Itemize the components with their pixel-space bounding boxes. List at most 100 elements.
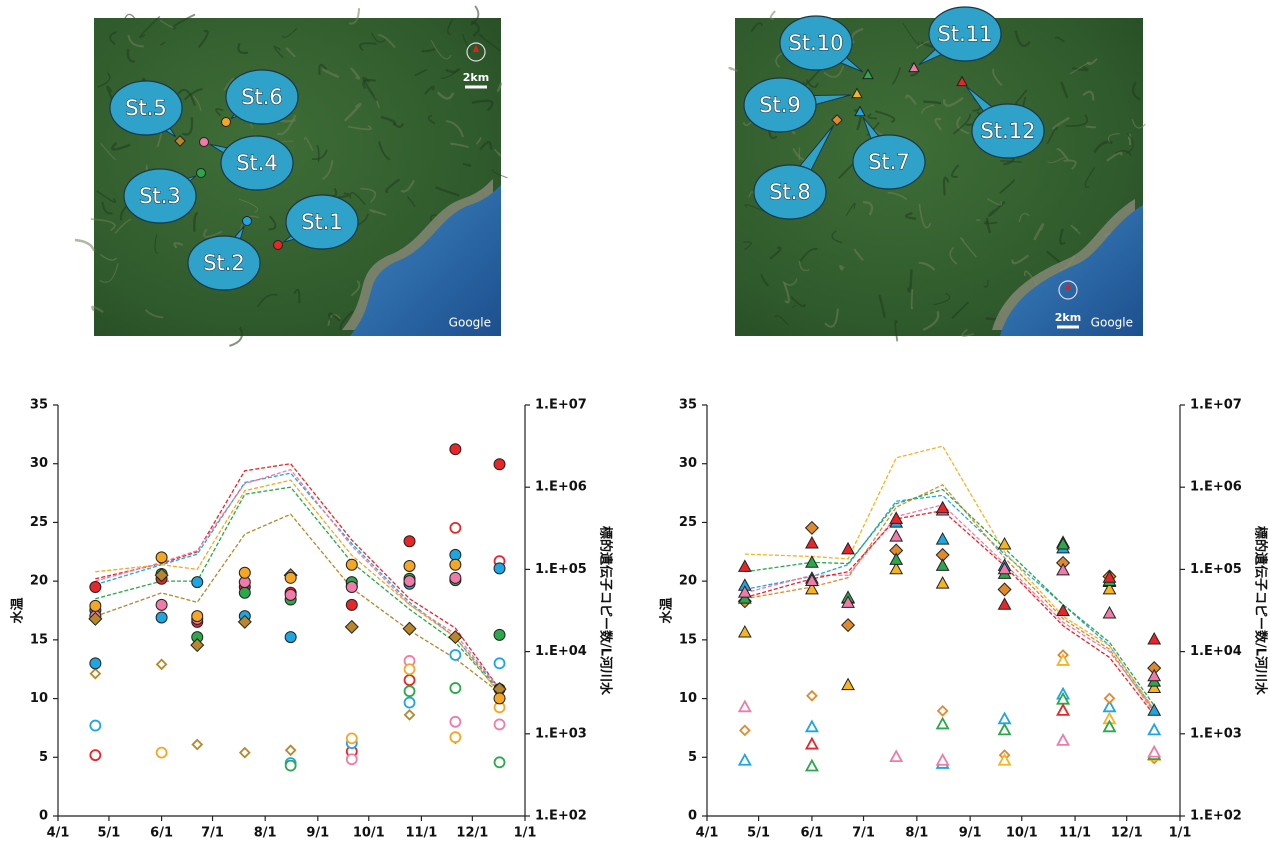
map-valley xyxy=(75,240,94,251)
map-scale: 2km xyxy=(1055,311,1081,324)
open-marker xyxy=(347,754,357,764)
open-marker xyxy=(495,757,505,767)
filled-marker xyxy=(156,552,167,563)
y-tick-label: 25 xyxy=(30,515,48,530)
temperature-line xyxy=(95,487,499,691)
y2-tick-label: 1.E+03 xyxy=(535,726,587,741)
x-tick-label: 9/1 xyxy=(306,826,329,841)
x-tick-label: 6/1 xyxy=(800,826,823,841)
open-marker xyxy=(1149,724,1160,734)
x-tick-label: 12/1 xyxy=(1111,826,1143,841)
filled-marker xyxy=(842,619,855,632)
y-tick-label: 0 xyxy=(688,809,697,824)
station-label: St.6 xyxy=(241,85,283,109)
open-marker xyxy=(405,710,414,719)
filled-marker xyxy=(494,629,505,640)
y-axis-label: 水温 xyxy=(659,597,675,623)
y2-axis-label: 標的遺伝子コピー数/L河川水 xyxy=(1253,526,1269,696)
x-tick-label: 11/1 xyxy=(1059,826,1091,841)
open-marker xyxy=(193,740,202,749)
filled-marker xyxy=(346,599,357,610)
open-marker xyxy=(157,748,167,758)
figure: 2kmGoogleSt.1St.2St.3St.4St.5St.62kmGoog… xyxy=(0,0,1270,845)
station-label: St.12 xyxy=(981,119,1036,143)
filled-marker xyxy=(937,577,949,588)
x-tick-label: 4/1 xyxy=(696,826,719,841)
open-marker xyxy=(450,732,460,742)
y2-tick-label: 1.E+02 xyxy=(535,809,587,824)
y-axis-label: 水温 xyxy=(10,597,26,623)
open-marker xyxy=(999,724,1010,734)
open-marker xyxy=(937,755,948,765)
filled-marker xyxy=(1148,633,1160,644)
open-marker xyxy=(450,683,460,693)
open-marker xyxy=(90,721,100,731)
x-tick-label: 5/1 xyxy=(98,826,121,841)
temperature-line xyxy=(95,480,499,694)
y2-tick-label: 1.E+07 xyxy=(1190,398,1242,413)
filled-marker xyxy=(404,560,415,571)
open-marker xyxy=(90,750,100,760)
filled-marker xyxy=(999,598,1011,609)
y2-tick-label: 1.E+04 xyxy=(1190,644,1242,659)
map-valley xyxy=(771,11,775,19)
y-tick-label: 5 xyxy=(39,750,48,765)
filled-marker xyxy=(285,589,296,600)
open-marker xyxy=(891,751,902,761)
open-marker xyxy=(405,664,415,674)
y-tick-label: 5 xyxy=(688,750,697,765)
y-tick-label: 20 xyxy=(679,574,697,589)
open-marker xyxy=(405,698,415,708)
open-marker xyxy=(806,761,817,771)
open-marker xyxy=(495,719,505,729)
x-tick-label: 5/1 xyxy=(747,826,770,841)
filled-marker xyxy=(806,556,818,567)
open-marker xyxy=(405,675,415,685)
open-marker xyxy=(157,660,166,669)
filled-marker xyxy=(842,679,854,690)
temperature-line xyxy=(745,511,1154,715)
x-tick-label: 1/1 xyxy=(514,826,537,841)
y-tick-label: 20 xyxy=(30,574,48,589)
filled-marker xyxy=(806,522,819,535)
filled-marker xyxy=(404,536,415,547)
x-tick-label: 12/1 xyxy=(456,826,488,841)
open-marker xyxy=(1105,694,1114,703)
open-marker xyxy=(937,718,948,728)
filled-marker xyxy=(842,543,854,554)
y-tick-label: 15 xyxy=(679,632,697,647)
temperature-line xyxy=(745,490,1154,706)
open-marker xyxy=(739,755,750,765)
y2-tick-label: 1.E+02 xyxy=(1190,809,1242,824)
station-label: St.2 xyxy=(203,251,245,275)
filled-marker xyxy=(192,611,203,622)
x-tick-label: 11/1 xyxy=(405,826,437,841)
open-marker xyxy=(286,761,296,771)
x-tick-label: 4/1 xyxy=(47,826,70,841)
x-tick-label: 8/1 xyxy=(905,826,928,841)
open-marker xyxy=(240,748,249,757)
filled-marker xyxy=(890,530,902,541)
y2-tick-label: 1.E+06 xyxy=(1190,480,1242,495)
y2-tick-label: 1.E+04 xyxy=(535,644,587,659)
filled-marker xyxy=(404,576,415,587)
filled-marker xyxy=(998,583,1011,596)
station-marker xyxy=(274,241,283,250)
filled-marker xyxy=(494,693,505,704)
filled-marker xyxy=(285,632,296,643)
y-tick-label: 10 xyxy=(679,691,697,706)
filled-marker xyxy=(1057,605,1069,616)
filled-marker xyxy=(239,587,250,598)
station-label: St.3 xyxy=(139,184,181,208)
filled-marker xyxy=(192,577,203,588)
station-marker xyxy=(197,169,206,178)
open-marker xyxy=(450,717,460,727)
station-label: St.9 xyxy=(759,93,801,117)
open-marker xyxy=(286,746,295,755)
y-tick-label: 30 xyxy=(679,456,697,471)
y-tick-label: 35 xyxy=(679,398,697,413)
open-marker xyxy=(347,733,357,743)
open-marker xyxy=(806,721,817,731)
open-marker xyxy=(405,686,415,696)
station-label: St.1 xyxy=(301,210,343,234)
